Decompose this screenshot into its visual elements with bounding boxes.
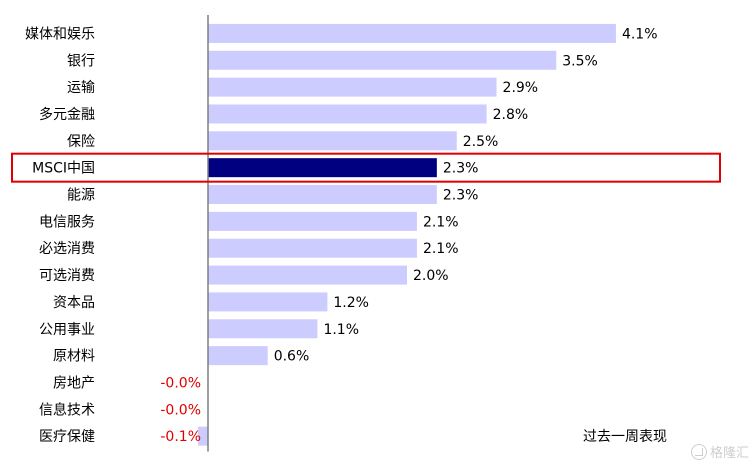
bar-11 [208, 319, 318, 339]
category-label-9: 可选消费 [39, 268, 95, 284]
value-label-11: 1.1% [323, 322, 359, 338]
value-label-3: 2.8% [493, 107, 529, 123]
bar-5 [208, 158, 437, 178]
value-label-14: -0.0% [160, 402, 201, 418]
category-label-6: 能源 [67, 188, 95, 204]
value-label-10: 1.2% [333, 295, 369, 311]
bar-0 [208, 23, 616, 43]
category-label-4: 保险 [67, 134, 95, 150]
category-label-15: 医疗保健 [39, 429, 95, 445]
bar-4 [208, 131, 457, 151]
category-label-11: 公用事业 [39, 322, 95, 338]
watermark: 格隆汇 [690, 442, 749, 461]
bar-6 [208, 185, 437, 205]
category-label-5: MSCI中国 [32, 161, 95, 177]
category-label-8: 必选消费 [39, 241, 95, 257]
bar-15 [198, 426, 208, 446]
value-label-8: 2.1% [423, 241, 459, 257]
legend-label: 过去一周表现 [583, 429, 667, 445]
bar-1 [208, 50, 557, 70]
bar-8 [208, 238, 417, 258]
watermark-text: 格隆汇 [709, 446, 749, 461]
category-label-12: 原材料 [53, 349, 95, 365]
value-label-12: 0.6% [274, 349, 310, 365]
highlight-box [11, 152, 721, 183]
value-label-7: 2.1% [423, 214, 459, 230]
bar-7 [208, 211, 417, 231]
watermark-logo-icon [690, 443, 707, 460]
category-label-3: 多元金融 [39, 106, 95, 123]
value-label-9: 2.0% [413, 268, 449, 284]
value-label-6: 2.3% [443, 188, 479, 204]
value-labels: 4.1% 3.5% 2.9% 2.8% 2.5% 2.3% 2.3% 2.1% 2.1% 2.0%… [160, 26, 657, 445]
bar-10 [208, 292, 328, 312]
bar-12 [208, 346, 268, 366]
value-label-2: 2.9% [503, 80, 539, 96]
value-label-13: -0.0% [160, 375, 201, 391]
category-label-2: 运输 [67, 80, 95, 96]
category-label-10: 资本品 [53, 295, 95, 311]
value-label-0: 4.1% [622, 26, 658, 42]
bar-3 [208, 104, 487, 124]
value-label-5: 2.3% [443, 161, 479, 177]
bars-group [198, 23, 616, 446]
bar-2 [208, 77, 497, 97]
category-label-1: 银行 [67, 53, 95, 69]
category-label-0: 媒体和娱乐 [25, 26, 95, 42]
value-label-1: 3.5% [562, 53, 598, 69]
value-label-4: 2.5% [463, 134, 499, 150]
category-label-7: 电信服务 [39, 214, 95, 230]
bar-9 [208, 265, 407, 285]
value-label-15: -0.1% [160, 429, 201, 445]
category-label-13: 房地产 [53, 375, 95, 391]
category-label-14: 信息技术 [39, 401, 95, 418]
